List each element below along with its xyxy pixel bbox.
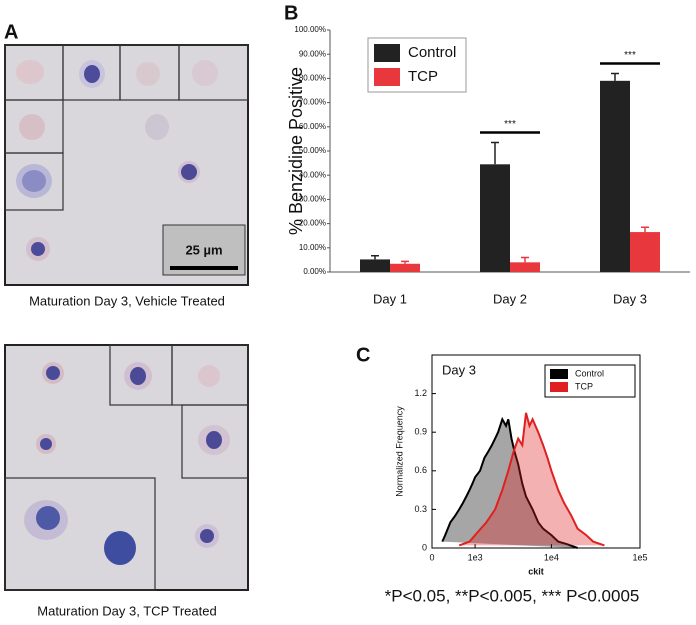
bar (360, 259, 390, 272)
y-tick-label: 0 (422, 542, 427, 552)
footnote: *P<0.05, **P<0.005, *** P<0.0005 (385, 586, 640, 605)
bar (600, 80, 630, 272)
error-bar (371, 255, 379, 260)
micrograph-vehicle (4, 44, 249, 286)
x-tick-label: Day 2 (493, 291, 527, 306)
x-tick-label: Day 3 (613, 291, 647, 306)
legend-swatch (550, 369, 568, 379)
histogram-line (441, 416, 578, 549)
y-tick-label: 0.3 (414, 504, 427, 514)
bar (390, 263, 420, 272)
x-tick-label: 1e5 (632, 552, 647, 562)
bar (510, 262, 540, 272)
y-axis-label: % Benzidine Positive (286, 67, 306, 235)
legend-label: Control (575, 368, 604, 378)
significance-label: *** (624, 50, 636, 61)
caption: Maturation Day 3, TCP Treated (37, 603, 216, 618)
x-tick-label: 0 (429, 552, 434, 562)
x-tick-label: Day 1 (373, 291, 407, 306)
error-bar (491, 141, 499, 165)
histogram-line (458, 412, 605, 547)
y-tick-label: 0.00% (303, 267, 326, 276)
error-bar (401, 260, 409, 264)
y-tick-label: 70.00% (299, 98, 326, 107)
bar (480, 164, 510, 272)
legend-swatch (374, 68, 400, 86)
legend-swatch (374, 44, 400, 62)
y-tick-label: 1.2 (414, 388, 427, 398)
y-tick-label: 40.00% (299, 170, 326, 179)
y-tick-label: 50.00% (299, 146, 326, 155)
x-axis-label: ckit (528, 566, 544, 576)
caption: Maturation Day 3, Vehicle Treated (29, 293, 225, 308)
y-tick-label: 80.00% (299, 74, 326, 83)
y-tick-label: 10.00% (299, 243, 326, 252)
panel-label: B (284, 2, 298, 24)
legend-label: Control (408, 44, 456, 61)
y-tick-label: 100.00% (294, 25, 326, 34)
panel-label: A (4, 21, 18, 43)
plot-title: Day 3 (442, 362, 476, 377)
significance-label: *** (504, 119, 516, 130)
error-bar (641, 226, 649, 233)
y-tick-label: 0.6 (414, 465, 427, 475)
scale-bar-label: 25 µm (185, 242, 222, 257)
legend-label: TCP (575, 381, 593, 391)
bar (630, 232, 660, 272)
panel-label: C (356, 344, 370, 366)
y-tick-label: 20.00% (299, 219, 326, 228)
error-bar (521, 256, 529, 263)
micrograph-tcp (4, 344, 249, 591)
error-bar (611, 72, 619, 81)
y-tick-label: 30.00% (299, 195, 326, 204)
x-tick-label: 1e3 (468, 552, 483, 562)
x-tick-label: 1e4 (544, 552, 559, 562)
legend-swatch (550, 382, 568, 392)
y-tick-label: 60.00% (299, 122, 326, 131)
legend-label: TCP (408, 68, 438, 85)
y-axis-label: Normalized Frequency (394, 406, 404, 497)
y-tick-label: 0.9 (414, 427, 427, 437)
y-tick-label: 90.00% (299, 49, 326, 58)
